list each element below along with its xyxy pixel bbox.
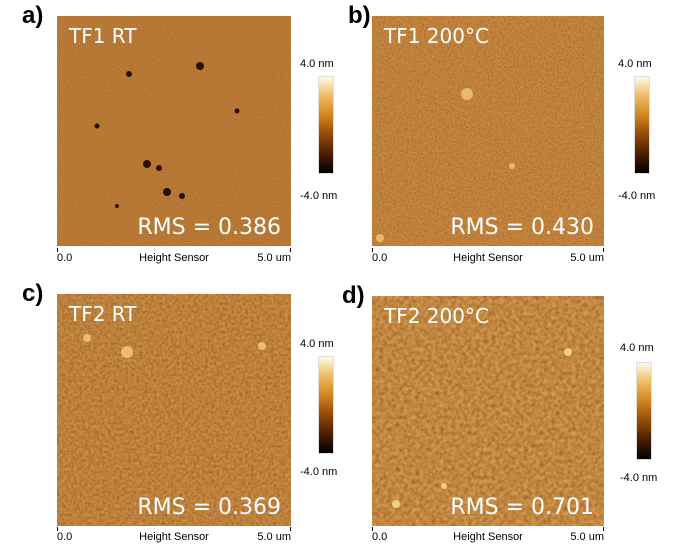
axis-name-label: Height Sensor bbox=[453, 252, 523, 264]
panel-a-scale-max: 4.0 nm bbox=[300, 58, 334, 70]
axis-min-label: 0.0 bbox=[372, 531, 388, 543]
panel-b-letter: b) bbox=[348, 2, 371, 29]
afm-image-panel-c: TF2 RT RMS = 0.369 bbox=[57, 294, 291, 526]
panel-d-axis: 0.0 Height Sensor 5.0 um bbox=[372, 527, 604, 545]
surface-pits bbox=[94, 62, 240, 208]
axis-max-label: 5.0 um bbox=[257, 531, 291, 543]
panel-a-axis: 0.0 Height Sensor 5.0 um bbox=[57, 248, 291, 266]
surface-grains bbox=[83, 334, 266, 358]
panel-c-letter: c) bbox=[22, 280, 44, 307]
surface-grains bbox=[392, 348, 572, 508]
axis-min-label: 0.0 bbox=[57, 252, 73, 264]
panel-d-letter: d) bbox=[342, 282, 365, 309]
afm-image-panel-a: TF1 RT RMS = 0.386 bbox=[57, 16, 291, 246]
axis-tick bbox=[57, 527, 58, 531]
panel-c-rms: RMS = 0.369 bbox=[137, 495, 281, 520]
afm-texture-c bbox=[57, 294, 291, 526]
panel-b-scale-max: 4.0 nm bbox=[618, 58, 652, 70]
panel-b-title: TF1 200°C bbox=[384, 24, 489, 48]
panel-d-color-scale bbox=[636, 362, 652, 460]
axis-tick bbox=[290, 527, 291, 531]
panel-c-title: TF2 RT bbox=[69, 302, 137, 326]
afm-texture-b bbox=[372, 16, 604, 246]
panel-b-scale-min: -4.0 nm bbox=[618, 190, 656, 202]
axis-min-label: 0.0 bbox=[57, 531, 73, 543]
panel-a-rms: RMS = 0.386 bbox=[137, 215, 281, 240]
panel-b-color-scale bbox=[634, 76, 650, 174]
axis-max-label: 5.0 um bbox=[570, 252, 604, 264]
axis-tick bbox=[372, 248, 373, 252]
panel-d-rms: RMS = 0.701 bbox=[450, 495, 594, 520]
panel-a-scale-min: -4.0 nm bbox=[300, 190, 338, 202]
axis-max-label: 5.0 um bbox=[257, 252, 291, 264]
afm-texture-a bbox=[57, 16, 291, 246]
afm-image-panel-d: TF2 200°C RMS = 0.701 bbox=[372, 296, 604, 526]
axis-tick bbox=[603, 527, 604, 531]
axis-name-label: Height Sensor bbox=[453, 531, 523, 543]
surface-grains bbox=[376, 88, 515, 242]
axis-tick bbox=[603, 248, 604, 252]
axis-name-label: Height Sensor bbox=[139, 252, 209, 264]
panel-b-axis: 0.0 Height Sensor 5.0 um bbox=[372, 248, 604, 266]
axis-min-label: 0.0 bbox=[372, 252, 388, 264]
panel-a-title: TF1 RT bbox=[69, 24, 137, 48]
axis-tick bbox=[57, 248, 58, 252]
panel-a-color-scale bbox=[318, 76, 334, 174]
panel-c-axis: 0.0 Height Sensor 5.0 um bbox=[57, 527, 291, 545]
panel-a-letter: a) bbox=[22, 2, 44, 29]
afm-image-panel-b: TF1 200°C RMS = 0.430 bbox=[372, 16, 604, 246]
axis-name-label: Height Sensor bbox=[139, 531, 209, 543]
panel-d-scale-min: -4.0 nm bbox=[620, 472, 658, 484]
panel-c-scale-min: -4.0 nm bbox=[300, 466, 338, 478]
panel-d-title: TF2 200°C bbox=[384, 304, 489, 328]
panel-c-scale-max: 4.0 nm bbox=[300, 338, 334, 350]
panel-c-color-scale bbox=[318, 356, 334, 454]
axis-tick bbox=[372, 527, 373, 531]
axis-max-label: 5.0 um bbox=[570, 531, 604, 543]
panel-d-scale-max: 4.0 nm bbox=[620, 342, 654, 354]
panel-b-rms: RMS = 0.430 bbox=[450, 215, 594, 240]
axis-tick bbox=[290, 248, 291, 252]
afm-texture-d bbox=[372, 296, 604, 526]
